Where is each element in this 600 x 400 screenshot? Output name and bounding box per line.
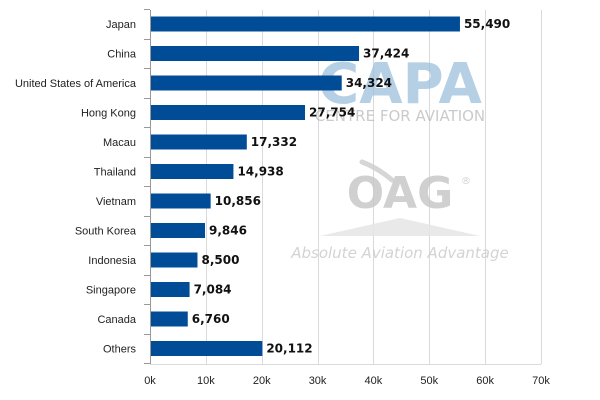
x-tick-labels: 0k 10k 20k 30k 40k 50k 60k 70k <box>144 375 550 387</box>
value-label: 9,846 <box>209 224 247 238</box>
category-label: Others <box>103 344 137 356</box>
x-axis <box>144 9 541 365</box>
x-tick-label: 30k <box>309 375 327 387</box>
value-labels: 55,490 37,424 34,324 27,754 17,332 14,938 10,8… <box>192 17 511 356</box>
bar-vietnam <box>150 193 211 209</box>
oag-watermark: OAG ® Absolute Aviation Advantage <box>290 159 509 262</box>
value-label: 17,332 <box>251 135 297 149</box>
category-label: Indonesia <box>88 255 137 267</box>
bar-others <box>150 341 263 356</box>
bar-thailand <box>150 164 234 179</box>
category-label: Hong Kong <box>81 108 136 120</box>
value-label: 6,760 <box>192 312 230 326</box>
category-label: China <box>107 49 137 61</box>
oag-registered-mark: ® <box>461 176 471 187</box>
x-tick-label: 20k <box>253 375 271 387</box>
bar-hong-kong <box>150 105 306 120</box>
gridlines <box>206 10 542 364</box>
bar-united-states-of-america <box>150 75 342 91</box>
value-label: 10,856 <box>215 194 261 208</box>
value-label: 8,500 <box>201 253 239 267</box>
x-tick-label: 40k <box>365 375 383 387</box>
capa-watermark: CAPA CENTRE FOR AVIATION <box>315 52 485 125</box>
value-label: 37,424 <box>363 47 409 61</box>
x-tick-label: 70k <box>532 375 550 387</box>
oag-underline-shape <box>320 218 480 236</box>
category-label: Singapore <box>86 285 136 297</box>
value-label: 55,490 <box>464 17 510 31</box>
oag-watermark-text: OAG <box>347 168 453 219</box>
value-label: 20,112 <box>266 342 312 356</box>
oag-swoosh-icon <box>359 159 395 183</box>
bar-indonesia <box>150 252 198 268</box>
category-label: Japan <box>106 19 136 31</box>
bar-canada <box>150 311 188 327</box>
x-tick-label: 50k <box>420 375 438 387</box>
x-tick-label: 0k <box>144 375 156 387</box>
bar-macau <box>150 134 247 150</box>
value-label: 27,754 <box>309 106 355 120</box>
bar-japan <box>150 16 460 32</box>
value-label: 14,938 <box>237 165 283 179</box>
capa-watermark-subtitle: CENTRE FOR AVIATION <box>315 107 485 125</box>
category-label: Thailand <box>94 167 136 179</box>
category-label: South Korea <box>75 226 137 238</box>
oag-tagline: Absolute Aviation Advantage <box>290 244 509 262</box>
category-label: Canada <box>97 314 136 326</box>
capa-watermark-text: CAPA <box>318 52 482 117</box>
value-label: 34,324 <box>346 76 392 90</box>
category-label: Macau <box>103 137 136 149</box>
x-tick-label: 60k <box>476 375 494 387</box>
category-labels: Japan China United States of America Hong K… <box>15 19 137 356</box>
bar-south-korea <box>150 223 205 238</box>
category-label: Vietnam <box>96 196 136 208</box>
bar-china <box>150 46 360 61</box>
x-tick-label: 10k <box>197 375 215 387</box>
bar-singapore <box>150 282 190 297</box>
bars <box>150 16 460 356</box>
value-label: 7,084 <box>194 283 232 297</box>
category-label: United States of America <box>15 78 137 90</box>
